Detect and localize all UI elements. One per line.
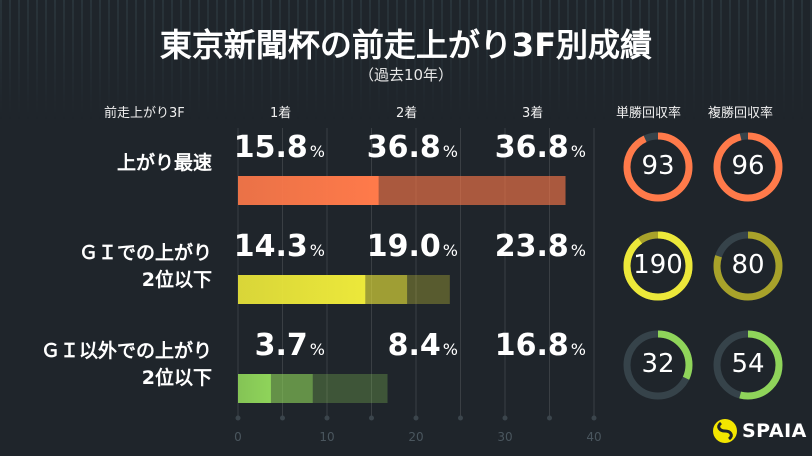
pct-value: 23.8 bbox=[494, 229, 569, 264]
column-header-win-return: 単勝回収率 bbox=[616, 106, 682, 121]
row-label: ＧＩでの上がり 2位以下 bbox=[79, 240, 212, 294]
column-header-category: 前走上がり3F bbox=[104, 106, 185, 121]
header-background bbox=[0, 0, 812, 120]
ring-fill bbox=[623, 132, 693, 202]
x-tick-label: 20 bbox=[408, 430, 423, 444]
x-tick-label: 0 bbox=[234, 430, 242, 444]
grid-tick-dot bbox=[591, 415, 597, 421]
bar-segment-1 bbox=[238, 176, 379, 205]
row-label: 上がり最速 bbox=[117, 150, 212, 177]
win-return-value: 190 bbox=[633, 250, 683, 280]
grid-tick-dot bbox=[235, 415, 241, 421]
ring-fill bbox=[713, 132, 783, 202]
column-header-second: 2着 bbox=[396, 106, 418, 121]
pct-value: 3.7 bbox=[254, 328, 308, 363]
win-return-value: 32 bbox=[641, 349, 675, 379]
pct-unit: % bbox=[570, 340, 586, 359]
pct-label-1: 14.3% bbox=[205, 229, 325, 264]
pct-label-2: 8.4% bbox=[338, 328, 458, 363]
row-label-line: 2位以下 bbox=[141, 269, 212, 291]
pct-value: 8.4 bbox=[387, 328, 441, 363]
column-header-first: 1着 bbox=[270, 106, 292, 121]
row-label-line: 上がり最速 bbox=[116, 152, 212, 174]
ring-fill bbox=[623, 330, 693, 400]
column-header-place-return: 複勝回収率 bbox=[708, 106, 774, 121]
spaia-logo: SPAIA bbox=[712, 418, 806, 444]
place-return-value: 54 bbox=[731, 349, 765, 379]
place-return-value: 80 bbox=[731, 250, 765, 280]
pct-value: 16.8 bbox=[494, 328, 569, 363]
grid-tick-dot bbox=[547, 415, 552, 421]
bar-segment-1 bbox=[238, 374, 271, 403]
ring-fill bbox=[713, 330, 783, 400]
pct-value: 36.8 bbox=[494, 130, 569, 165]
row-label-line: ＧＩでの上がり bbox=[78, 242, 212, 264]
column-header-third: 3着 bbox=[522, 106, 544, 121]
pct-unit: % bbox=[442, 340, 458, 359]
spaia-logo-text: SPAIA bbox=[742, 420, 807, 442]
pct-label-3: 16.8% bbox=[466, 328, 586, 363]
spaia-logo-icon bbox=[713, 419, 737, 443]
pct-unit: % bbox=[442, 241, 458, 260]
row-label-line: 2位以下 bbox=[141, 367, 212, 389]
ring-fill bbox=[623, 231, 693, 301]
ring-fill bbox=[713, 231, 783, 301]
grid-tick-dot bbox=[324, 415, 330, 421]
pct-unit: % bbox=[309, 142, 325, 161]
pct-label-1: 15.8% bbox=[205, 130, 325, 165]
pct-unit: % bbox=[570, 142, 586, 161]
pct-value: 36.8 bbox=[366, 130, 441, 165]
bar-segment-1 bbox=[238, 275, 366, 304]
x-tick-label: 30 bbox=[497, 430, 512, 444]
win-return-value: 93 bbox=[641, 151, 675, 181]
row-label: ＧＩ以外での上がり 2位以下 bbox=[41, 338, 212, 392]
x-tick-label: 40 bbox=[586, 430, 601, 444]
place-return-value: 96 bbox=[731, 151, 765, 181]
page-title: 東京新聞杯の前走上がり3F別成績 bbox=[159, 26, 653, 64]
grid-tick-dot bbox=[280, 415, 285, 421]
grid-tick-dot bbox=[413, 415, 419, 421]
pct-label-3: 36.8% bbox=[466, 130, 586, 165]
row-label-line: ＧＩ以外での上がり bbox=[40, 340, 212, 362]
grid-tick-dot bbox=[502, 415, 508, 421]
pct-label-2: 19.0% bbox=[338, 229, 458, 264]
pct-unit: % bbox=[309, 241, 325, 260]
x-tick-label: 10 bbox=[319, 430, 334, 444]
pct-label-2: 36.8% bbox=[338, 130, 458, 165]
pct-value: 14.3 bbox=[233, 229, 308, 264]
page-subtitle: （過去10年） bbox=[358, 66, 454, 84]
pct-value: 15.8 bbox=[233, 130, 308, 165]
pct-unit: % bbox=[309, 340, 325, 359]
pct-unit: % bbox=[442, 142, 458, 161]
grid-tick-dot bbox=[458, 415, 463, 421]
pct-label-3: 23.8% bbox=[466, 229, 586, 264]
pct-unit: % bbox=[570, 241, 586, 260]
grid-tick-dot bbox=[369, 415, 374, 421]
pct-value: 19.0 bbox=[366, 229, 441, 264]
pct-label-1: 3.7% bbox=[205, 328, 325, 363]
